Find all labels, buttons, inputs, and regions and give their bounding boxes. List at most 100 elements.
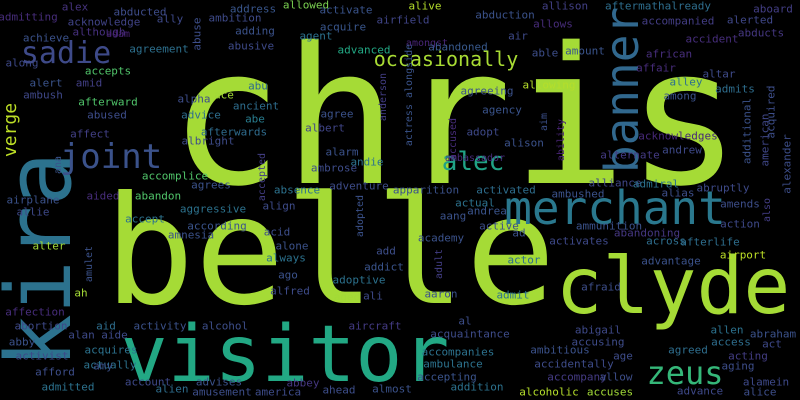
word: aaron (424, 287, 458, 301)
word: admiral (632, 177, 680, 191)
word: admits (715, 82, 755, 96)
word: allows (533, 17, 573, 31)
word: amends (720, 197, 760, 211)
word: andie (350, 155, 384, 169)
word: acquaintance (430, 327, 510, 341)
word: abused (87, 108, 127, 122)
word: abby (8, 335, 36, 349)
word: absence (273, 183, 321, 197)
word: agrees (191, 178, 231, 192)
word: acknowledge (67, 15, 141, 29)
word: ambitious (530, 343, 590, 357)
word: activist (15, 349, 69, 363)
word: sadie (20, 36, 112, 71)
word: alfred (270, 284, 310, 298)
word: abruptly (696, 181, 750, 195)
word: allowing (522, 78, 576, 92)
word: ambulance (423, 357, 483, 371)
word: among (663, 89, 697, 103)
word: ad (512, 226, 526, 240)
word: allowed (282, 0, 330, 12)
word: admitted (41, 380, 95, 394)
word: alley (669, 75, 703, 89)
word: academy (417, 231, 465, 245)
word: acting (728, 349, 768, 363)
word: alerted (726, 13, 774, 27)
word: ahead (322, 383, 356, 397)
word: achieve (22, 31, 70, 45)
word: aid (96, 319, 116, 333)
word: abandoned (428, 40, 488, 54)
word: alexander (780, 134, 794, 194)
word: adam (105, 29, 131, 40)
word: accepts (84, 64, 132, 78)
word: activates (549, 234, 609, 248)
word: accompany (547, 370, 607, 384)
word: clyde (555, 242, 791, 332)
word: agreed (668, 343, 708, 357)
word: acquire (319, 20, 367, 34)
word: ah (74, 286, 88, 300)
word: according (187, 219, 247, 233)
word: address (229, 2, 277, 16)
word: accepting (417, 370, 477, 384)
word: abducts (737, 26, 785, 40)
word: amongst (405, 38, 449, 49)
word: anderson (378, 72, 389, 122)
word: ace (214, 88, 234, 102)
word: ammunition (575, 219, 643, 233)
word: alan aide (68, 328, 128, 342)
word: alcoholic (519, 385, 579, 399)
word: alison (504, 136, 544, 150)
word: afterward (78, 95, 138, 109)
word: abbey (286, 376, 320, 390)
word: accepted (257, 152, 268, 202)
word: al (458, 314, 472, 328)
word: abe (245, 112, 265, 126)
word: aim (539, 112, 550, 132)
word: allen (710, 323, 744, 337)
word: alone (275, 239, 309, 253)
word: actress alongside (404, 43, 415, 147)
word: adopt (466, 125, 500, 139)
word: belle (104, 165, 556, 339)
word: advance (676, 384, 724, 398)
word: ali (363, 289, 383, 303)
word: ally (156, 12, 184, 26)
word: advice (181, 108, 221, 122)
word: adult (434, 248, 445, 280)
word: america (254, 385, 302, 399)
word: able (531, 46, 559, 60)
word: airplane (6, 193, 60, 207)
word: agency (482, 103, 522, 117)
word: african (645, 47, 693, 61)
word: alice (743, 385, 777, 399)
word: advises (195, 375, 243, 389)
word: andrew (662, 143, 702, 157)
word: zeus (646, 354, 724, 392)
word: alarm (325, 145, 359, 159)
word: admit (496, 288, 530, 302)
word: aged (333, 290, 361, 304)
word: alert (29, 76, 63, 90)
word: abuse (190, 17, 204, 51)
word: occasionally (373, 47, 519, 71)
word: agreement (129, 42, 189, 56)
word: ancient (232, 99, 280, 113)
word: advanced (337, 43, 391, 57)
word: accept (125, 212, 165, 226)
word: agreeing (460, 84, 514, 98)
word: ambushed (551, 187, 605, 201)
word: access (711, 335, 751, 349)
word: ambition (208, 11, 262, 25)
word: accompanied (641, 14, 715, 28)
word: acknowledges (638, 129, 718, 143)
word: affect (70, 127, 110, 141)
word: abandon (134, 189, 182, 203)
word: also (762, 197, 773, 223)
word: adopted (355, 194, 366, 238)
word: alpha (177, 92, 211, 106)
word: acquires (84, 343, 138, 357)
word: airfield (376, 13, 430, 27)
word: alamein (742, 375, 790, 389)
